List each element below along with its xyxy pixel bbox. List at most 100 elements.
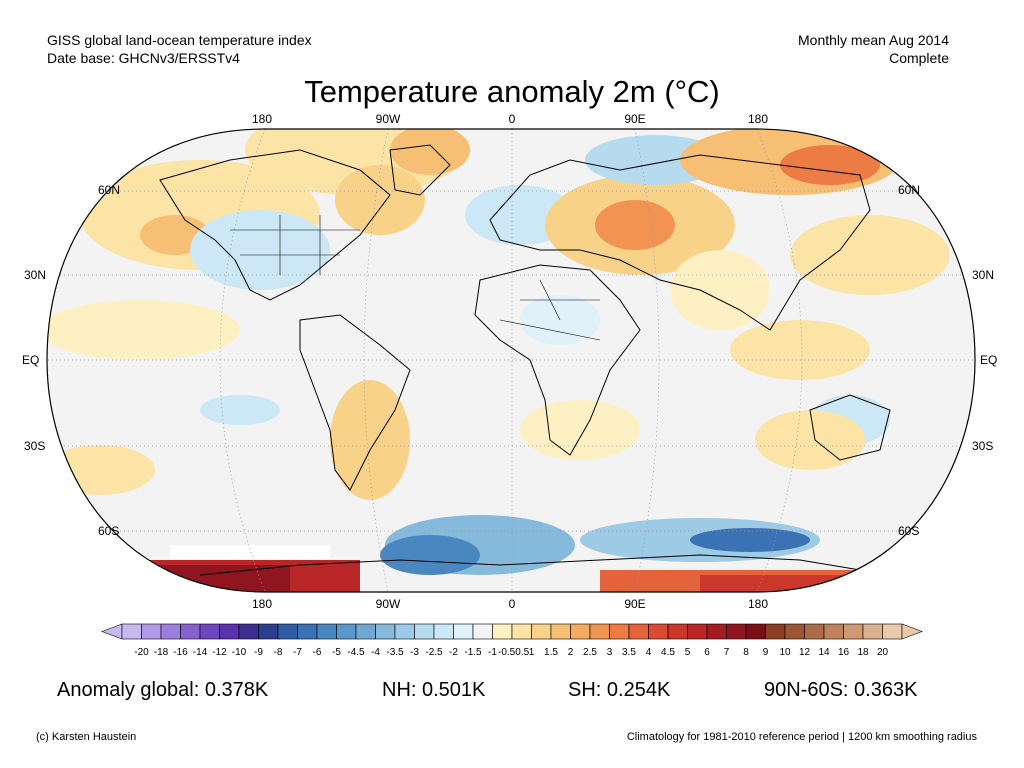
colorbar-tick-label: 8 — [743, 647, 749, 658]
colorbar-cell — [414, 623, 435, 640]
colorbar-cell — [472, 623, 493, 640]
world-anomaly-map — [46, 128, 976, 593]
colorbar-tick-label: -3 — [410, 647, 419, 658]
colorbar-cell — [336, 623, 357, 640]
colorbar-cell — [862, 623, 883, 640]
colorbar-tick-label: -1.5 — [464, 647, 482, 658]
colorbar-max-arrow — [901, 623, 923, 640]
nh-anomaly: NH: 0.501K — [382, 679, 486, 701]
colorbar-tick-label: 1 — [528, 647, 535, 658]
colorbar-cell — [219, 623, 240, 640]
colorbar-cell — [277, 623, 298, 640]
colorbar-tick-label: 7 — [723, 647, 730, 658]
sh-anomaly: SH: 0.254K — [568, 679, 671, 701]
header-left: GISS global land-ocean temperature index… — [47, 31, 312, 67]
completeness-label: Complete — [889, 50, 949, 66]
colorbar-cell — [823, 623, 844, 640]
colorbar-tick-label: -18 — [153, 647, 169, 658]
colorbar-tick-label: 6 — [704, 647, 710, 658]
colorbar-cell — [687, 623, 708, 640]
lat-label-right: 60S — [898, 524, 920, 538]
lat-label-right: EQ — [980, 353, 998, 367]
lon-label-bottom: 90E — [624, 597, 646, 611]
colorbar-cell — [648, 623, 669, 640]
colorbar-cell — [843, 623, 864, 640]
colorbar-tick-label: -0.50.5 — [498, 647, 530, 658]
colorbar-cell — [394, 623, 415, 640]
colorbar-tick-label: 14 — [818, 647, 830, 658]
globe-outline — [46, 128, 976, 593]
lon-label-top: 180 — [251, 112, 273, 126]
colorbar-tick-label: 3 — [606, 647, 613, 658]
colorbar-tick-label: 4.5 — [661, 647, 675, 658]
colorbar-cell — [355, 623, 376, 640]
period-label: Monthly mean Aug 2014 — [798, 32, 949, 48]
colorbar-cell — [180, 623, 201, 640]
colorbar-cell — [784, 623, 805, 640]
colorbar-cell — [609, 623, 630, 640]
lon-label-top: 180 — [747, 112, 769, 126]
colorbar-tick-label: -5 — [332, 647, 341, 658]
colorbar-tick-label: 18 — [857, 647, 869, 658]
lon-label-bottom: 180 — [747, 597, 769, 611]
database-label: Date base: GHCNv3/ERSSTv4 — [47, 50, 240, 66]
colorbar-tick-label: 20 — [876, 647, 889, 658]
colorbar-tick-label: 4 — [645, 647, 652, 658]
colorbar-cell — [453, 623, 474, 640]
colorbar-tick-label: -8 — [273, 647, 283, 658]
colorbar-tick-label: -7 — [293, 647, 302, 658]
colorbar-tick-label: 1.5 — [544, 647, 558, 658]
polar-anomaly: 90N-60S: 0.363K — [764, 679, 918, 701]
colorbar-tick-label: -6 — [312, 647, 322, 658]
colorbar-cell — [706, 623, 727, 640]
colorbar-cell — [570, 623, 591, 640]
colorbar-tick-label: -12 — [212, 647, 227, 658]
colorbar-cell — [765, 623, 786, 640]
colorbar-cell — [882, 623, 903, 640]
colorbar-tick-label: -3.5 — [386, 647, 404, 658]
colorbar-cell — [121, 623, 142, 640]
colorbar-tick-label: -9 — [254, 647, 263, 658]
colorbar-cell — [258, 623, 279, 640]
colorbar-tick-label: -4 — [371, 647, 380, 658]
colorbar-cell — [433, 623, 454, 640]
colorbar-min-arrow — [101, 623, 123, 640]
colorbar-cell — [726, 623, 747, 640]
colorbar-cell — [238, 623, 259, 640]
header-right: Monthly mean Aug 2014 Complete — [798, 31, 949, 67]
lat-label-right: 30N — [972, 268, 995, 282]
colorbar-tick-label: -16 — [173, 647, 188, 658]
colorbar-cell — [804, 623, 825, 640]
colorbar-tick-label: -4.5 — [347, 647, 365, 658]
lon-label-top: 90E — [624, 112, 646, 126]
colorbar-cell — [628, 623, 649, 640]
lat-label-left: 30N — [24, 268, 47, 282]
lat-label-left: 60N — [98, 183, 121, 197]
lat-label-left: 60S — [98, 524, 120, 538]
lat-label-right: 60N — [898, 183, 921, 197]
colorbar-tick-label: -20 — [134, 647, 149, 658]
colorbar-tick-label: -10 — [231, 647, 247, 658]
colorbar-tick-label: 10 — [779, 647, 791, 658]
colorbar-cell — [297, 623, 318, 640]
colorbar-cell — [667, 623, 688, 640]
colorbar-tick-label: 16 — [837, 647, 850, 658]
colorbar-cell — [375, 623, 396, 640]
lat-label-left: EQ — [22, 353, 40, 367]
global-anomaly: Anomaly global: 0.378K — [57, 679, 269, 701]
colorbar-tick-label: 9 — [762, 647, 769, 658]
anomaly-field — [47, 129, 975, 592]
colorbar-tick-label: -14 — [192, 647, 208, 658]
colorbar-tick-label: 5 — [684, 647, 691, 658]
colorbar-cell — [492, 623, 513, 640]
colorbar-cell — [511, 623, 532, 640]
colorbar-cell — [531, 623, 552, 640]
colorbar-cell — [745, 623, 766, 640]
colorbar-tick-label: 12 — [798, 647, 811, 658]
lon-label-bottom: 180 — [251, 597, 273, 611]
climatology-note: Climatology for 1981-2010 reference peri… — [626, 731, 977, 743]
colorbar-tick-label: 2.5 — [583, 647, 597, 658]
lon-label-top: 90W — [375, 112, 401, 126]
colorbar-tick-label: 3.5 — [622, 647, 636, 658]
colorbar-tick-label: -2 — [449, 647, 458, 658]
